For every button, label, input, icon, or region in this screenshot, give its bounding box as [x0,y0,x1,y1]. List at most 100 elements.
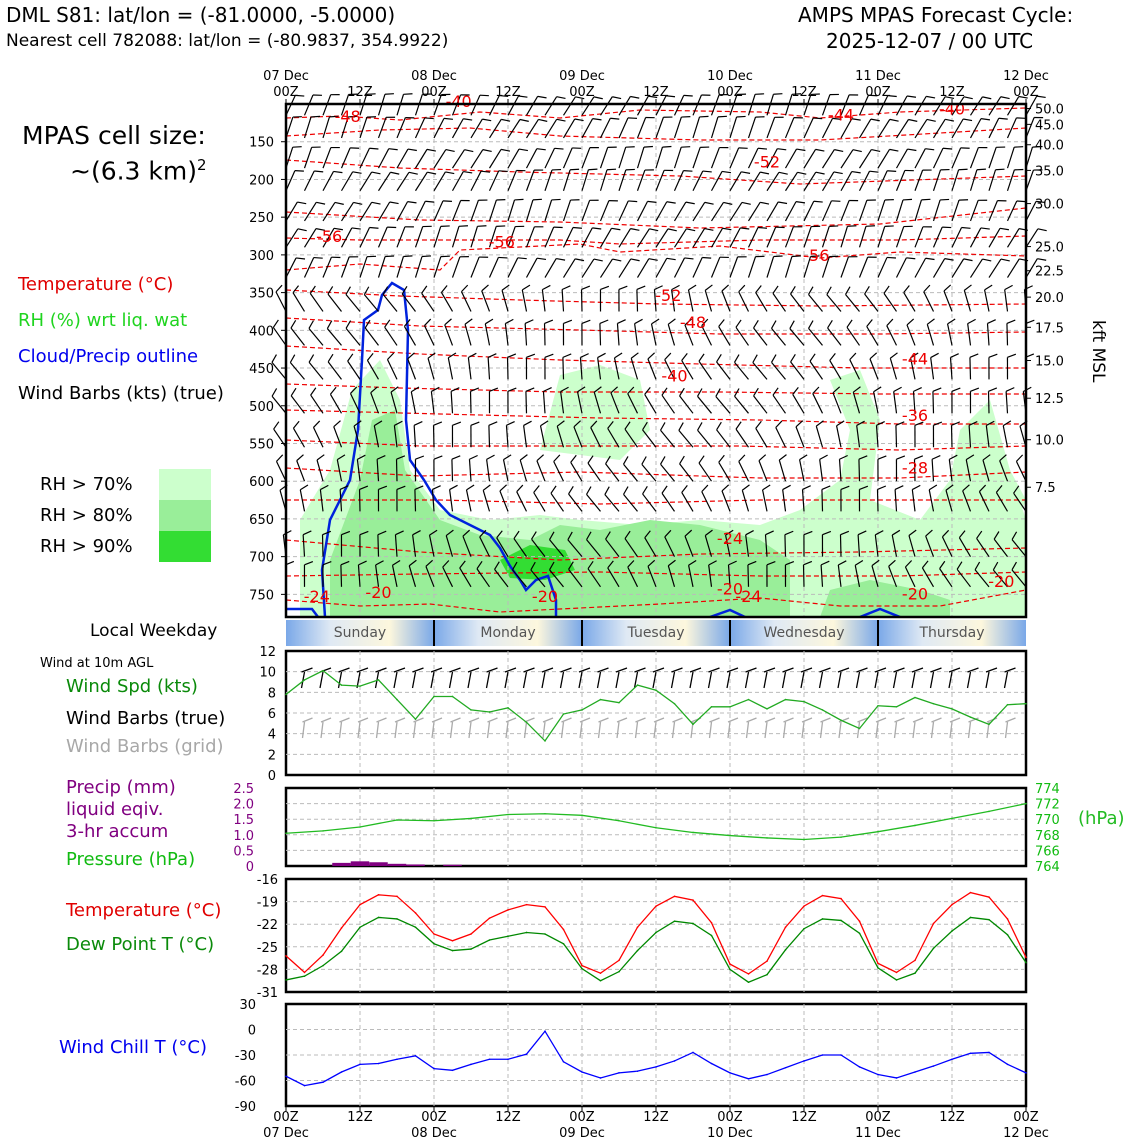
wind-barb-flag [630,228,640,231]
wind10-barb-grid [727,721,731,739]
wind-barb-flag [513,530,520,539]
wind-barb-flag [671,284,680,291]
weekday-band-segment [582,620,730,646]
wind-barb-flag [699,115,709,118]
wind-barb [488,257,499,278]
wind-barb-flag [925,529,933,537]
wind-barb [667,565,676,587]
wind-barb [983,289,990,312]
wind-barb [386,359,398,380]
wind-barb [729,202,743,222]
wind-barb-flag [913,387,922,392]
wind-barb-flag [481,284,489,292]
wind-barb-flag [599,319,609,324]
wind-barb [382,294,398,312]
wind-barb-flag [813,200,823,203]
wind-barb [904,566,916,588]
wind-barb [673,228,687,248]
dew-point-line-point [488,939,491,941]
wind-barb [359,116,368,139]
wind-barb-flag [623,456,629,465]
wind-barb [316,459,324,482]
wind-barb-flag [353,420,362,427]
wind-barb [895,148,909,169]
wind-barb [871,565,879,587]
legend-cloud: Cloud/Precip outline [18,346,199,367]
wind-barb [470,200,479,222]
wind10-barb-grid [579,721,583,739]
dew-point-line-point [932,947,935,950]
temperature-contour [286,499,1026,505]
temperature-contour [285,571,1027,577]
wind-barb-flag [377,530,387,536]
wind-barb-flag [660,456,666,465]
wind-barb [624,538,638,557]
wind-barb-flag [821,485,831,490]
wind-barb [734,361,749,380]
precip-bar [443,864,462,866]
temperature-line-point [433,933,435,935]
wind-barb-flag [607,560,614,569]
wind-barb [618,228,632,248]
temperature-contour [285,243,1027,271]
wind-barb-flag [992,561,999,571]
wind-barb-flag [647,200,657,203]
wind-barb [661,492,675,512]
temperature-line-point [692,899,694,901]
wind-barb [353,425,361,448]
dew-point-line-point [433,942,435,945]
wind-barb-flag [292,285,300,294]
wind-barb-flag [974,561,981,571]
wind-barb [747,171,761,192]
pressure-tick-label: 250 [249,211,274,226]
wind-barb [587,568,601,588]
legend-wind: Wind Barbs (kts) (true) [18,383,224,404]
wind-barb-flag [834,149,844,153]
wind-barb [393,425,398,448]
wind-speed-line-point [636,684,639,686]
wind-barb [430,391,435,414]
top-date-label: 11 Dec [855,69,901,84]
wind-barb [303,257,315,278]
wind-barb [846,326,860,346]
pressure-ytick-label: 766 [1035,844,1060,859]
wind-barb-flag [698,353,705,362]
wind-speed-line-point [581,709,583,711]
wind-barb-flag [292,420,300,429]
wind-barb [414,489,417,512]
wind-barb-flag [340,560,350,566]
wind-barb [761,489,768,512]
wind-barb-flag [592,118,602,121]
wind-barb-flag [327,353,334,363]
temperature-contour [285,127,1027,141]
wind-barb-flag [858,455,868,460]
wind-barb-flag [570,168,580,171]
wind-barb [470,94,481,116]
wind-speed-line-point [858,727,861,730]
wind-barb [988,169,997,191]
wind10-barb-true-flag [597,667,609,673]
wind-barb [272,327,287,346]
wind-barb [673,201,687,222]
wind-barb-flag [316,454,325,461]
temperature-line-point [636,926,639,929]
wind-barb [618,96,631,116]
wind-barb-flag [951,421,961,426]
wind-barb [721,290,731,312]
cycle-date: 2025-12-07 / 00 UTC [826,29,1034,53]
weekday-band-segment [730,620,878,646]
pressure-line [285,802,1027,841]
wind-barb-flag [958,530,966,539]
wind-barb [969,147,979,169]
wind-barb [476,568,490,588]
wind-barb-flag [661,387,668,396]
temperature-line-point [988,896,990,898]
wind-barb-flag [925,257,935,261]
wind-barb [729,256,739,278]
wind-barb-flag [982,258,992,262]
wind-chill-line-point [377,1062,380,1065]
wind10-barbs-grid-label: Wind Barbs (grid) [66,736,224,757]
wind-barb-flag [854,559,864,566]
weekday-label: Thursday [918,625,984,641]
wind-barb [470,118,483,139]
